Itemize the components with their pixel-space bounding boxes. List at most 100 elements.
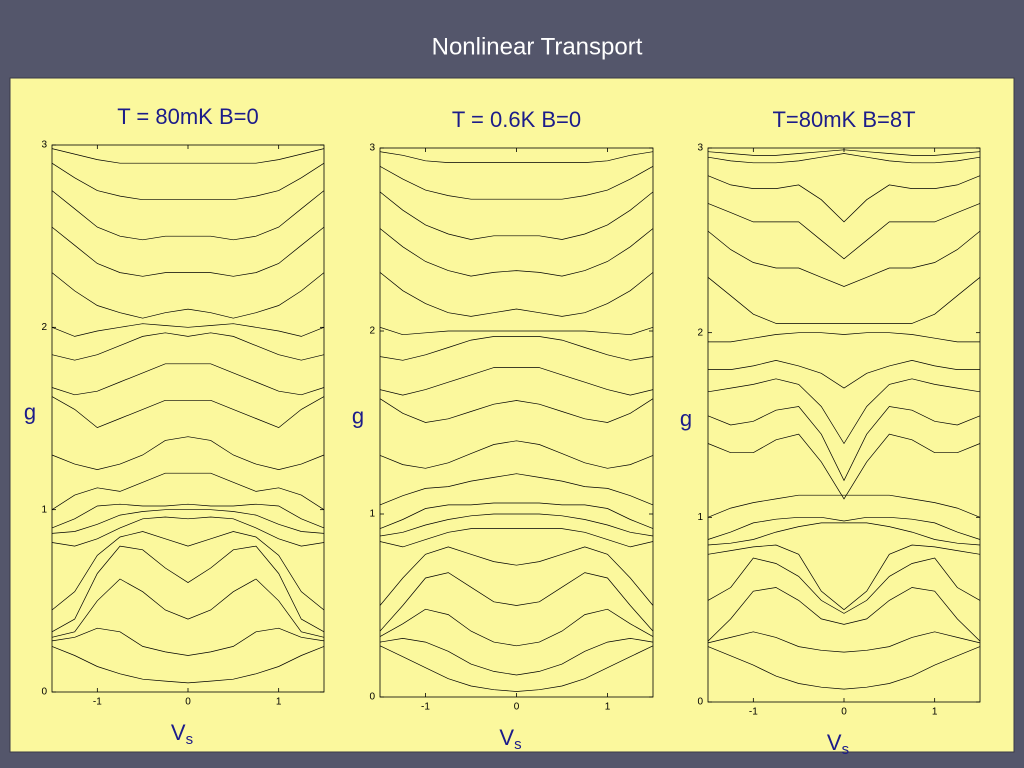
curve <box>707 587 981 642</box>
curve <box>379 367 654 396</box>
curve <box>51 190 325 241</box>
curve <box>51 646 325 684</box>
curve <box>707 378 981 445</box>
curve <box>379 191 654 240</box>
y-tick-label: 0 <box>369 692 375 703</box>
slide-title: Nonlinear Transport <box>432 33 643 60</box>
y-tick-label: 1 <box>41 504 47 515</box>
curve <box>51 578 325 638</box>
curve <box>51 363 325 396</box>
curve <box>707 203 981 260</box>
x-axis-label-subscript: s <box>514 736 522 753</box>
curve <box>51 509 325 534</box>
curve <box>707 494 981 518</box>
chart: T=80mK B=8T g Vs 0 1 2 3 -1 0 1 <box>680 107 981 758</box>
curve <box>379 502 654 529</box>
curve <box>379 645 654 692</box>
curve <box>707 557 981 614</box>
curve <box>51 332 325 361</box>
curve <box>379 326 654 336</box>
y-tick-label: 0 <box>697 697 703 708</box>
curve <box>379 546 654 606</box>
y-tick-label: 1 <box>369 509 375 520</box>
slide-panel <box>9 77 1015 753</box>
x-axis-label: Vs <box>499 725 521 753</box>
x-tick-label: 1 <box>276 697 282 708</box>
chart-title: T = 0.6K B=0 <box>452 107 581 132</box>
curve <box>379 398 654 423</box>
y-tick-label: 2 <box>369 326 375 337</box>
curve <box>708 332 980 343</box>
y-tick-label: 2 <box>41 322 47 333</box>
curve <box>379 473 654 506</box>
x-tick-label: 1 <box>932 707 938 718</box>
chart: T = 80mK B=0 g Vs 0 1 2 3 -1 0 1 <box>24 104 325 748</box>
curve <box>51 396 325 429</box>
curve <box>51 323 325 337</box>
curve <box>707 522 981 546</box>
curve <box>51 162 325 201</box>
x-tick-label: 0 <box>841 707 847 718</box>
curve <box>379 151 654 163</box>
y-axis-label: g <box>352 403 364 428</box>
curve <box>51 627 325 656</box>
curve <box>707 153 981 164</box>
curve <box>707 230 981 287</box>
curve <box>707 433 981 500</box>
curve <box>51 545 325 633</box>
x-tick-label: 0 <box>185 697 191 708</box>
y-tick-label: 1 <box>697 512 703 523</box>
x-tick-label: 0 <box>514 702 520 713</box>
curve <box>379 228 654 277</box>
chart-title: T=80mK B=8T <box>772 107 915 132</box>
chart: T = 0.6K B=0 g Vs 0 1 2 3 -1 0 1 <box>352 107 654 753</box>
curve <box>379 572 654 632</box>
curve <box>707 544 981 611</box>
curve <box>707 149 981 156</box>
curve <box>707 646 981 690</box>
curve <box>51 436 325 470</box>
curve <box>379 165 654 200</box>
curve <box>707 631 981 653</box>
curve <box>707 406 981 482</box>
curve <box>379 336 654 361</box>
curve <box>707 277 981 324</box>
curve <box>51 531 325 611</box>
curve <box>379 440 654 469</box>
chart-title: T = 80mK B=0 <box>117 104 258 129</box>
x-axis-label: Vs <box>827 730 849 758</box>
curve <box>379 608 654 647</box>
x-axis-label-subscript: s <box>186 731 194 748</box>
x-axis-label: Vs <box>171 720 193 748</box>
x-tick-label: -1 <box>749 707 758 718</box>
curve <box>707 175 981 223</box>
x-axis-label-main: V <box>171 720 186 745</box>
x-axis-label-main: V <box>499 725 514 750</box>
y-tick-label: 3 <box>369 143 375 154</box>
x-axis-label-subscript: s <box>842 741 850 758</box>
x-tick-label: -1 <box>421 702 430 713</box>
curve <box>51 472 325 510</box>
y-axis-label: g <box>680 406 692 431</box>
curve <box>379 528 654 548</box>
curve <box>51 503 325 529</box>
curve <box>708 360 980 389</box>
curve <box>51 272 325 319</box>
y-axis-label: g <box>24 399 36 424</box>
curve <box>379 272 654 317</box>
x-tick-label: 1 <box>605 702 611 713</box>
curve <box>51 226 325 277</box>
y-tick-label: 2 <box>697 327 703 338</box>
y-tick-label: 3 <box>697 143 703 154</box>
curve <box>707 516 981 540</box>
curve <box>51 516 325 547</box>
y-tick-label: 3 <box>41 140 47 151</box>
curve <box>379 513 654 537</box>
x-axis-label-main: V <box>827 730 842 755</box>
y-tick-label: 0 <box>41 687 47 698</box>
curve <box>379 638 654 676</box>
x-tick-label: -1 <box>93 697 102 708</box>
curve <box>51 148 325 164</box>
